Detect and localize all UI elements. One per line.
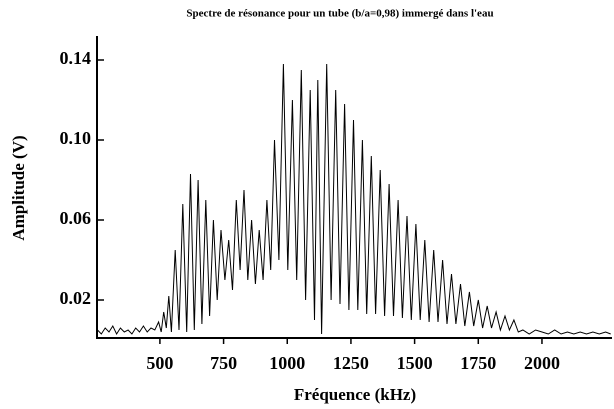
y-tick-label: 0.14 xyxy=(60,48,92,68)
y-tick-label: 0.02 xyxy=(60,288,92,308)
y-tick-label: 0.06 xyxy=(60,208,92,228)
x-tick-label: 2000 xyxy=(524,353,560,373)
x-tick-label: 1500 xyxy=(397,353,433,373)
x-tick-label: 1250 xyxy=(333,353,369,373)
chart-title: Spectre de résonance pour un tube (b/a=0… xyxy=(186,8,493,20)
x-tick-label: 1000 xyxy=(269,353,305,373)
x-tick-label: 1750 xyxy=(460,353,496,373)
x-tick-label: 750 xyxy=(210,353,237,373)
y-tick-label: 0.10 xyxy=(60,128,92,148)
x-axis-label: Fréquence (kHz) xyxy=(294,385,416,404)
line xyxy=(97,63,611,336)
x-tick-label: 500 xyxy=(146,353,173,373)
y-axis-label: Amplitude (V) xyxy=(9,135,28,240)
